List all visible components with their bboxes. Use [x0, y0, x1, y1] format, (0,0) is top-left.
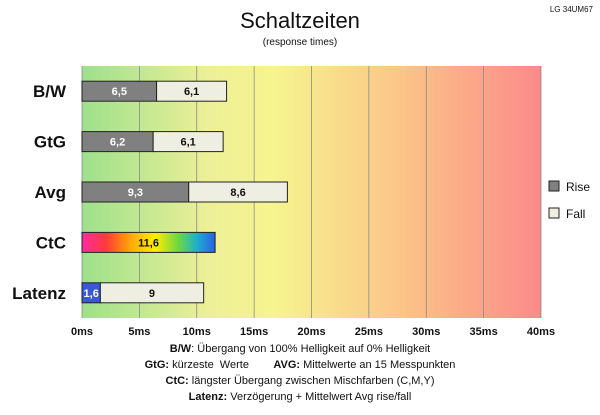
note-avg-key: AVG: [273, 359, 301, 371]
legend-swatch-rise [548, 180, 560, 192]
x-tick-label: 35ms [470, 326, 498, 338]
note-bw: B/W: Übergang von 100% Helligkeit auf 0%… [0, 343, 600, 355]
legend-swatch-fall [548, 207, 560, 219]
note-ctc-key: CtC: [165, 375, 189, 387]
bar-fall [188, 181, 288, 203]
note-ctc: CtC: längster Übergang zwischen Mischfar… [0, 375, 600, 387]
x-tick-label: 40ms [527, 326, 555, 338]
note-avg-text: Mittelwerte an 15 Messpunkten [300, 359, 456, 371]
bar-rise-label: 9,3 [128, 187, 143, 199]
note-bw-text: : Übergang von 100% Helligkeit auf 0% He… [191, 343, 431, 355]
category-label: CtC [36, 233, 66, 252]
note-gtg-text: kürzeste Werte [169, 359, 274, 371]
x-tick-label: 20ms [297, 326, 325, 338]
chart-title: Schaltzeiten [240, 8, 360, 33]
note-gtg-avg: GtG: kürzeste Werte AVG: Mittelwerte an … [0, 359, 600, 371]
note-latenz-text: Verzögerung + Mittelwert Avg rise/fall [227, 391, 412, 403]
bar-fall-label: 6,1 [180, 137, 195, 149]
bar-rise-label: 6,2 [110, 137, 125, 149]
x-tick-label: 25ms [355, 326, 383, 338]
note-bw-key: B/W [169, 343, 192, 355]
category-label: Avg [35, 183, 67, 202]
monitor-model: LG 34UM67 [550, 5, 594, 14]
x-axis-ticks: 0ms 5ms 10ms 15ms 20ms 25ms 30ms 35ms 40ms [71, 326, 555, 338]
category-label: B/W [33, 82, 67, 101]
category-labels: B/W GtG Avg CtC Latenz [12, 82, 67, 303]
x-tick-label: 0ms [71, 326, 93, 338]
bar-ctc-label: 11,6 [138, 237, 159, 249]
note-latenz-key: Latenz: [188, 391, 228, 403]
x-tick-label: 15ms [240, 326, 268, 338]
x-tick-label: 5ms [128, 326, 150, 338]
bar-latency-avg-label: 9 [149, 288, 155, 300]
bar-fall [152, 131, 224, 153]
note-gtg-key: GtG: [144, 359, 170, 371]
bar-fall [156, 80, 228, 102]
note-ctc-text: längster Übergang zwischen Mischfarben (… [188, 375, 435, 387]
chart-subtitle: (response times) [263, 37, 337, 48]
legend: Rise Fall [548, 180, 590, 221]
bar-fall-label: 6,1 [184, 86, 199, 98]
bar-rise-label: 6,5 [112, 86, 127, 98]
note-latenz: Latenz: Verzögerung + Mittelwert Avg ris… [0, 391, 600, 403]
bar-latency-avg [99, 282, 205, 304]
x-tick-label: 30ms [412, 326, 440, 338]
legend-label-fall: Fall [566, 207, 585, 221]
category-label: Latenz [12, 284, 66, 303]
legend-label-rise: Rise [566, 180, 590, 194]
bar-fall-label: 8,6 [230, 187, 245, 199]
category-label: GtG [34, 133, 66, 152]
bars: 6,5 6,1 6,2 6,1 9,3 8,6 11,6 1,6 9 [81, 80, 288, 304]
bar-ctc [81, 231, 216, 253]
bar-latency-delay-label: 1,6 [84, 288, 99, 300]
x-tick-label: 10ms [183, 326, 211, 338]
